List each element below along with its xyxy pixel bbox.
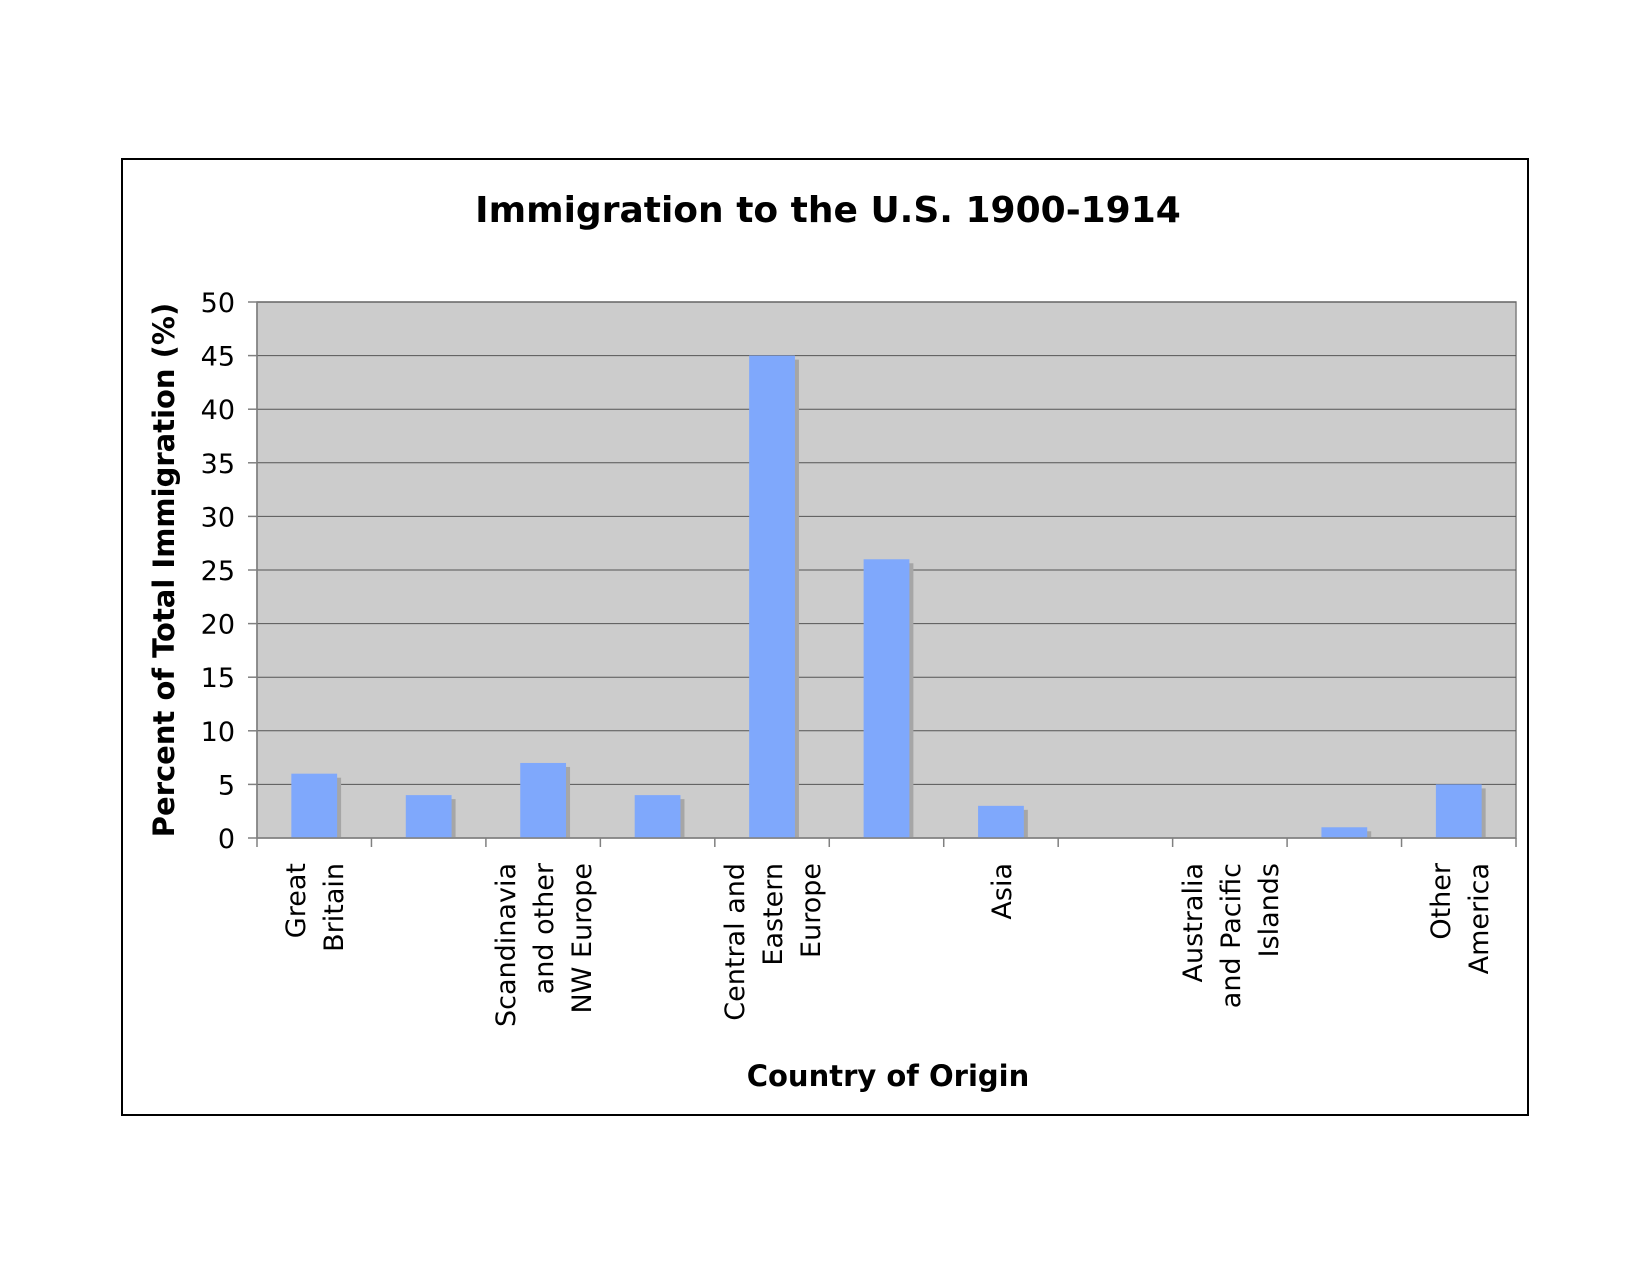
x-category-label: Central and (720, 863, 751, 1021)
y-tick-label: 35 (201, 449, 235, 480)
bar (520, 762, 567, 838)
bar (749, 355, 795, 838)
y-tick-label: 40 (201, 395, 235, 426)
x-category-label: America (1464, 863, 1495, 974)
x-category-label: Britain (319, 863, 350, 952)
x-category-label: Eastern (758, 863, 789, 966)
bar (1435, 784, 1482, 838)
x-category-label: Australia (1178, 863, 1209, 982)
x-category-label: Islands (1254, 863, 1285, 957)
x-category-label: and other (529, 862, 560, 994)
y-axis-title: Percent of Total Immigration (%) (147, 303, 181, 837)
x-category-label: Great (281, 863, 312, 938)
bar (291, 773, 338, 838)
bar (978, 805, 1024, 838)
y-tick-label: 45 (201, 342, 235, 373)
x-category-label: NW Europe (567, 863, 598, 1013)
y-tick-label: 5 (218, 770, 235, 801)
bar (634, 795, 681, 838)
y-tick-label: 10 (201, 717, 235, 748)
y-tick-label: 20 (201, 610, 235, 641)
bar (1321, 827, 1368, 838)
y-tick-label: 25 (201, 556, 235, 587)
bar (405, 795, 452, 838)
x-category-label: Europe (796, 863, 827, 958)
x-category-label: Other (1426, 862, 1457, 940)
y-tick-label: 30 (201, 502, 235, 533)
x-category-label: Asia (987, 863, 1018, 920)
chart-title: Immigration to the U.S. 1900-1914 (475, 190, 1181, 231)
x-category-label: Scandinavia (491, 863, 522, 1027)
y-tick-labels: 0 5 10 15 20 25 30 35 40 45 50 (201, 288, 235, 855)
axes (248, 301, 1517, 847)
y-tick-label: 50 (201, 288, 235, 319)
bar (863, 559, 910, 838)
x-category-label: and Pacific (1216, 863, 1247, 1008)
y-tick-label: 15 (201, 663, 235, 694)
x-category-labels: Great Britain Scandinavia and other NW Europ… (281, 862, 1495, 1027)
bars (291, 355, 1486, 838)
y-tick-label: 0 (218, 824, 235, 855)
x-axis-title: Country of Origin (747, 1059, 1030, 1093)
